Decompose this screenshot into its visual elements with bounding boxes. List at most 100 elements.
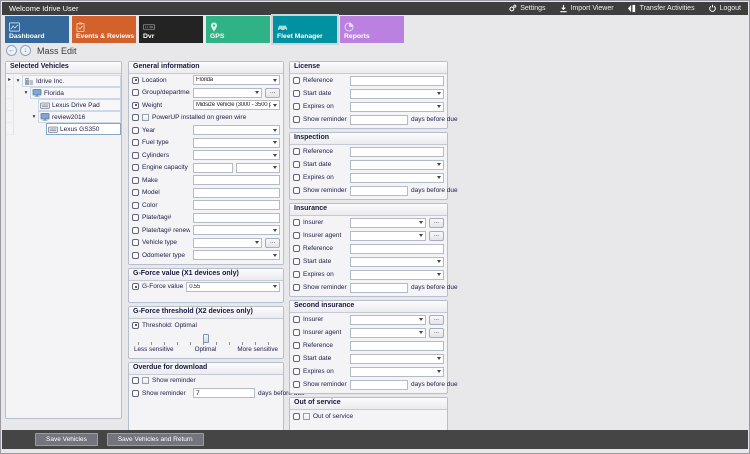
dropdown[interactable] — [193, 137, 280, 148]
save-vehicles-return-button[interactable]: Save Vehicles and Return — [106, 433, 204, 446]
dropdown[interactable] — [193, 225, 280, 236]
enable-checkbox[interactable] — [293, 187, 300, 194]
logout-menu-item[interactable]: Logout — [708, 4, 741, 13]
dropdown[interactable] — [193, 237, 262, 248]
enable-checkbox[interactable] — [132, 76, 139, 84]
tree-node[interactable]: Lexus GS350 — [46, 123, 121, 135]
enable-checkbox[interactable] — [132, 114, 139, 122]
dropdown[interactable] — [193, 150, 280, 161]
enable-checkbox[interactable] — [293, 103, 300, 110]
enable-checkbox[interactable] — [132, 321, 139, 329]
down-button[interactable]: ↓ — [20, 45, 31, 56]
enable-checkbox[interactable] — [132, 389, 139, 397]
tree-row[interactable]: ▾ review2016 — [6, 111, 121, 123]
tree-node[interactable]: Lexus Drive Pad — [38, 99, 121, 111]
enable-checkbox[interactable] — [132, 126, 139, 134]
dropdown[interactable] — [350, 327, 426, 338]
text-input[interactable] — [193, 175, 280, 186]
ellipsis-button[interactable]: ... — [265, 237, 280, 248]
enable-checkbox[interactable] — [132, 226, 139, 234]
enable-checkbox[interactable] — [293, 368, 300, 375]
tree-row[interactable]: Lexus GS350 — [6, 123, 121, 135]
tab-dvr[interactable]: Dvr — [139, 16, 203, 43]
enable-checkbox[interactable] — [293, 245, 300, 252]
text-input[interactable] — [350, 114, 408, 125]
enable-checkbox[interactable] — [293, 148, 300, 155]
enable-checkbox[interactable] — [132, 201, 139, 209]
transfer-activities-menu-item[interactable]: Transfer Activities — [627, 4, 695, 13]
save-vehicles-button[interactable]: Save Vehicles — [35, 433, 98, 446]
tree-node[interactable]: Florida — [30, 87, 121, 99]
dropdown[interactable] — [236, 162, 280, 173]
enable-checkbox[interactable] — [132, 283, 139, 291]
enable-checkbox[interactable] — [132, 189, 139, 197]
enable-checkbox[interactable] — [132, 239, 139, 247]
enable-checkbox[interactable] — [132, 251, 139, 259]
enable-checkbox[interactable] — [293, 174, 300, 181]
enable-checkbox[interactable] — [132, 101, 139, 109]
collapse-arrow-icon[interactable]: ▾ — [24, 90, 28, 96]
back-button[interactable]: ← — [6, 45, 17, 56]
dropdown[interactable] — [350, 159, 444, 170]
ellipsis-button[interactable]: ... — [429, 314, 444, 325]
text-input[interactable] — [193, 162, 233, 173]
dropdown[interactable] — [350, 269, 444, 280]
enable-checkbox[interactable] — [293, 316, 300, 323]
dropdown[interactable] — [193, 250, 280, 261]
text-input[interactable] — [193, 212, 280, 223]
settings-menu-item[interactable]: Settings — [508, 4, 546, 13]
tree-row[interactable]: Lexus Drive Pad — [6, 99, 121, 111]
dropdown[interactable] — [350, 172, 444, 183]
enable-checkbox[interactable] — [132, 139, 139, 147]
collapse-arrow-icon[interactable]: ▾ — [16, 78, 20, 84]
enable-checkbox[interactable] — [293, 342, 300, 349]
tab-events-reviews[interactable]: Events & Reviews — [72, 16, 136, 43]
text-input[interactable] — [350, 185, 408, 196]
enable-checkbox[interactable] — [132, 176, 139, 184]
dropdown[interactable] — [350, 101, 444, 112]
dropdown[interactable] — [350, 217, 426, 228]
text-input[interactable] — [350, 146, 444, 157]
checkbox[interactable] — [142, 114, 149, 122]
enable-checkbox[interactable] — [293, 77, 300, 84]
enable-checkbox[interactable] — [132, 89, 139, 97]
enable-checkbox[interactable] — [293, 232, 300, 239]
text-input[interactable] — [193, 187, 280, 198]
checkbox[interactable] — [142, 377, 149, 385]
text-input[interactable] — [350, 243, 444, 254]
enable-checkbox[interactable] — [293, 284, 300, 291]
tab-dashboard[interactable]: Dashboard — [5, 16, 69, 43]
enable-checkbox[interactable] — [293, 258, 300, 265]
tree-node[interactable]: review2016 — [38, 111, 121, 123]
text-input[interactable] — [193, 200, 280, 211]
dropdown[interactable]: 0.55 — [186, 281, 280, 292]
text-input[interactable] — [350, 379, 408, 390]
ellipsis-button[interactable]: ... — [429, 327, 444, 338]
dropdown[interactable] — [350, 230, 426, 241]
ellipsis-button[interactable]: ... — [429, 230, 444, 241]
tab-gps[interactable]: GPS — [206, 16, 270, 43]
slider-handle[interactable] — [203, 333, 209, 343]
text-input[interactable] — [350, 75, 444, 86]
enable-checkbox[interactable] — [293, 219, 300, 226]
dropdown[interactable] — [193, 87, 262, 98]
enable-checkbox[interactable] — [293, 329, 300, 336]
enable-checkbox[interactable] — [132, 151, 139, 159]
enable-checkbox[interactable] — [293, 161, 300, 168]
checkbox[interactable] — [303, 413, 310, 420]
collapse-arrow-icon[interactable]: ▾ — [32, 114, 36, 120]
tree-row[interactable]: ▸ ▾ Idrive Inc. — [6, 75, 121, 87]
enable-checkbox[interactable] — [132, 214, 139, 222]
import-viewer-menu-item[interactable]: Import Viewer — [559, 4, 614, 13]
dropdown[interactable]: Florida — [193, 75, 280, 86]
tab-reports[interactable]: Reports — [340, 16, 404, 43]
enable-checkbox[interactable] — [293, 116, 300, 123]
dropdown[interactable] — [193, 125, 280, 136]
enable-checkbox[interactable] — [293, 271, 300, 278]
text-input[interactable] — [193, 388, 255, 399]
ellipsis-button[interactable]: ... — [429, 217, 444, 228]
ellipsis-button[interactable]: ... — [265, 87, 280, 98]
dropdown[interactable] — [350, 353, 444, 364]
enable-checkbox[interactable] — [293, 413, 300, 420]
dropdown[interactable] — [350, 366, 444, 377]
